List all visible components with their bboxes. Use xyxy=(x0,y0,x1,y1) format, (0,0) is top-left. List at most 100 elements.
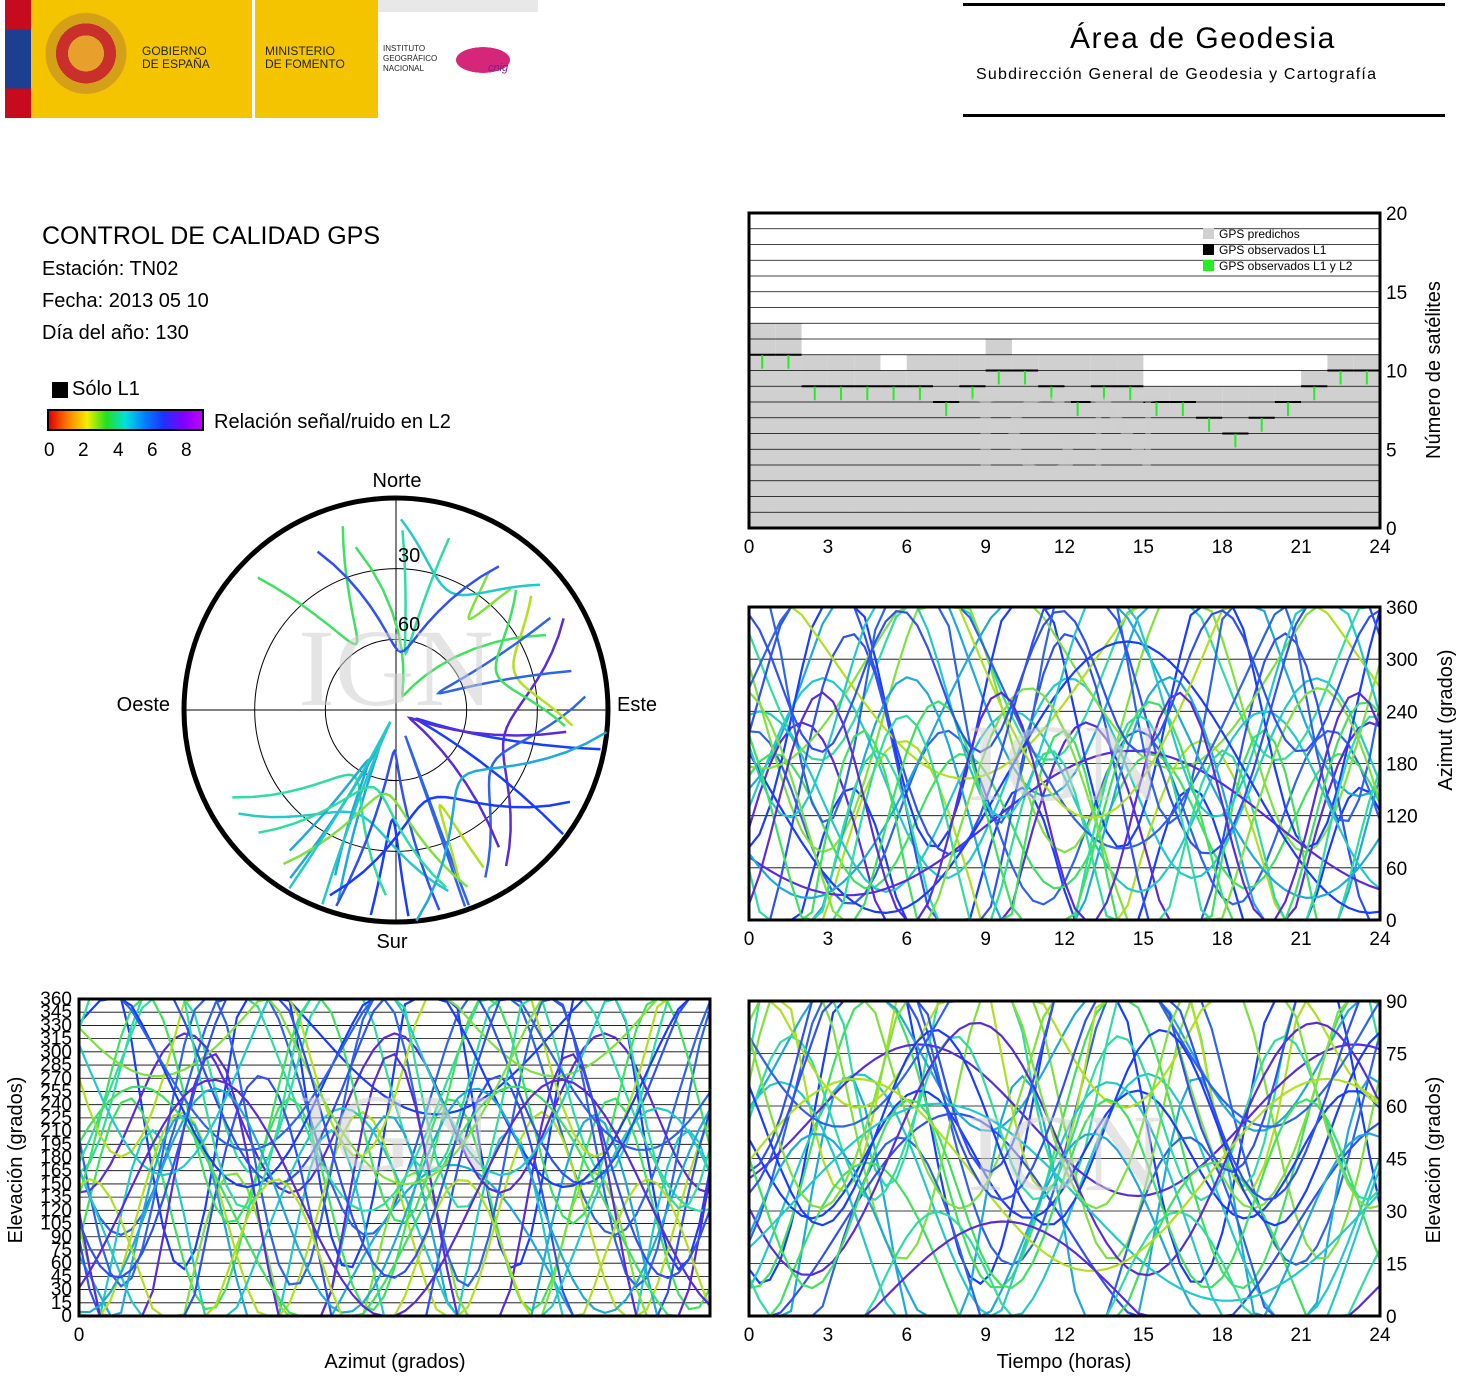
satellite-track xyxy=(747,1098,1382,1290)
y-tick-label: 180 xyxy=(1386,755,1418,776)
y-tick-label: 15 xyxy=(51,1293,72,1314)
y-tick-label: 120 xyxy=(1386,807,1418,828)
y-axis-label: Azimut (grados) xyxy=(1435,649,1457,790)
x-tick-label: 0 xyxy=(74,1325,85,1346)
header-rule-bottom xyxy=(963,114,1445,117)
institute-line2: GEOGRÁFICO xyxy=(383,54,438,63)
observed-bar xyxy=(1248,417,1275,528)
satellite-track xyxy=(748,1089,1381,1220)
satellite-track xyxy=(747,605,1380,762)
satellite-track xyxy=(747,1034,1381,1202)
x-tick-label: 21 xyxy=(1291,929,1312,950)
satellite-track xyxy=(748,752,1381,890)
satellite-track xyxy=(494,589,566,728)
plot-frame xyxy=(747,211,1382,530)
x-tick-label: 15 xyxy=(1133,929,1154,950)
satellite-track xyxy=(415,731,608,922)
institute-line3: NACIONAL xyxy=(383,64,424,73)
x-axis-label: Tiempo (horas) xyxy=(997,1351,1132,1373)
satellite-track xyxy=(78,1087,711,1315)
satellite-track xyxy=(77,997,712,1280)
snr-tick: 0 xyxy=(44,440,55,461)
observed-bar xyxy=(775,354,802,528)
y-tick-label: 0 xyxy=(61,1306,72,1327)
x-axis-label: Azimut (grados) xyxy=(324,1351,465,1373)
observed-bar xyxy=(880,386,907,528)
spain-flag-icon xyxy=(5,0,31,118)
snr-ticks: 0 2 4 6 8 xyxy=(44,440,214,462)
legend-swatch xyxy=(1203,260,1214,271)
watermark: IGN xyxy=(967,372,1163,494)
y-tick-label: 10 xyxy=(1386,362,1407,383)
cnig-text: cnig xyxy=(488,62,509,74)
ministry-line2: DE FOMENTO xyxy=(265,57,345,71)
x-tick-label: 18 xyxy=(1212,1325,1233,1346)
institute-line1: INSTITUTO xyxy=(383,44,426,53)
y-tick-label: 345 xyxy=(40,1002,72,1023)
snr-tick: 6 xyxy=(147,440,158,461)
observed-bar xyxy=(906,386,934,528)
satellite-track xyxy=(282,792,469,888)
y-axis-label: Elevación (grados) xyxy=(1423,1077,1445,1244)
satellite-track xyxy=(749,632,1380,922)
south-label: Sur xyxy=(376,931,407,953)
observed-bar xyxy=(854,386,881,528)
y-tick-label: 270 xyxy=(40,1068,72,1089)
page-title: Área de Geodesia xyxy=(1070,22,1336,55)
legend-label: GPS observados L1 xyxy=(1219,243,1327,257)
satellite-track xyxy=(748,640,1381,915)
x-tick-label: 12 xyxy=(1054,537,1075,558)
satellite-track xyxy=(78,1085,710,1318)
y-tick-label: 45 xyxy=(51,1266,72,1287)
y-tick-label: 75 xyxy=(51,1240,72,1261)
snr-tick: 8 xyxy=(181,440,192,461)
y-tick-label: 315 xyxy=(40,1029,72,1050)
plot-frame xyxy=(77,997,712,1318)
satellite-track xyxy=(748,1077,1381,1272)
y-tick-label: 210 xyxy=(40,1121,72,1142)
page-subtitle: Subdirección General de Geodesia y Carto… xyxy=(976,66,1378,83)
x-tick-label: 15 xyxy=(1133,537,1154,558)
satellite-track xyxy=(748,609,1381,754)
institute-label: INSTITUTO GEOGRÁFICO NACIONAL xyxy=(383,44,437,74)
l1-legend-swatch xyxy=(52,382,68,398)
y-tick-label: 0 xyxy=(1386,1307,1397,1328)
satellite-track xyxy=(316,550,500,654)
x-tick-label: 21 xyxy=(1291,1325,1312,1346)
satellite-track xyxy=(747,1028,1381,1227)
y-tick-label: 75 xyxy=(1386,1045,1407,1066)
x-tick-label: 24 xyxy=(1369,929,1391,950)
y-tick-label: 165 xyxy=(40,1161,72,1182)
legend-label: GPS predichos xyxy=(1219,227,1300,241)
satellite-track xyxy=(438,803,485,880)
y-tick-label: 30 xyxy=(1386,1202,1407,1223)
y-axis-label: Elevación (grados) xyxy=(5,1077,27,1244)
ring-60-label: 60 xyxy=(398,614,420,636)
x-tick-label: 24 xyxy=(1369,1325,1391,1346)
station-label: Estación: TN02 xyxy=(42,258,179,280)
watermark: IGN xyxy=(967,1092,1163,1214)
x-tick-label: 21 xyxy=(1291,537,1312,558)
y-tick-label: 255 xyxy=(40,1081,72,1102)
satellite-track xyxy=(747,605,1382,854)
x-tick-label: 9 xyxy=(980,537,991,558)
gov-line2: DE ESPAÑA xyxy=(142,57,210,71)
l1-legend-label: Sólo L1 xyxy=(72,378,140,400)
satellite-track xyxy=(435,616,572,695)
satellite-track xyxy=(354,546,547,698)
satellite-track xyxy=(77,1096,711,1312)
y-tick-label: 135 xyxy=(40,1187,72,1208)
y-tick-label: 225 xyxy=(40,1108,72,1129)
observed-bar xyxy=(1038,386,1065,528)
satellite-track xyxy=(747,677,1382,880)
satellite-track xyxy=(512,595,574,727)
y-tick-label: 240 xyxy=(40,1095,72,1116)
x-tick-label: 0 xyxy=(744,537,755,558)
satellite-track xyxy=(747,1132,1381,1318)
observed-bar xyxy=(1301,386,1328,528)
y-tick-label: 300 xyxy=(1386,650,1418,671)
header-rule-top xyxy=(963,3,1445,6)
